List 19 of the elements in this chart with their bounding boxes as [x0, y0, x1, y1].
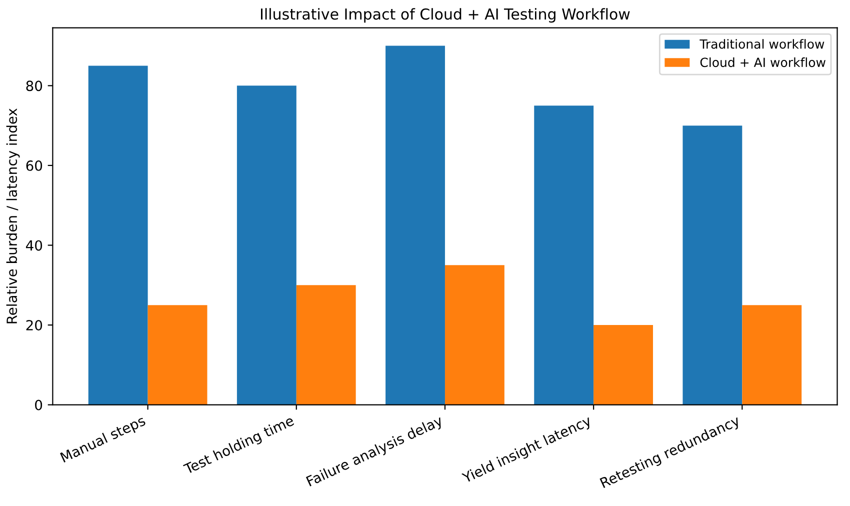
bar: [742, 305, 802, 405]
legend-label: Traditional workflow: [700, 39, 824, 49]
y-axis-title: Relative burden / latency index: [6, 108, 20, 324]
bar: [594, 325, 653, 405]
y-tick-label: 40: [26, 240, 42, 251]
bar: [148, 305, 208, 405]
legend-label: Cloud + AI workflow: [700, 57, 826, 68]
y-tick-label: 60: [26, 160, 42, 171]
bar: [236, 86, 296, 405]
chart-title: Illustrative Impact of Cloud + AI Testing Workflow: [261, 8, 630, 23]
bar: [444, 265, 504, 405]
bar: [534, 106, 594, 405]
bar: [296, 285, 356, 405]
bar: [682, 126, 742, 405]
bar: [88, 66, 148, 405]
y-tick-label: 0: [35, 400, 42, 410]
y-tick-label: 20: [26, 320, 42, 330]
bar: [386, 46, 445, 405]
y-tick-label: 80: [26, 80, 42, 92]
